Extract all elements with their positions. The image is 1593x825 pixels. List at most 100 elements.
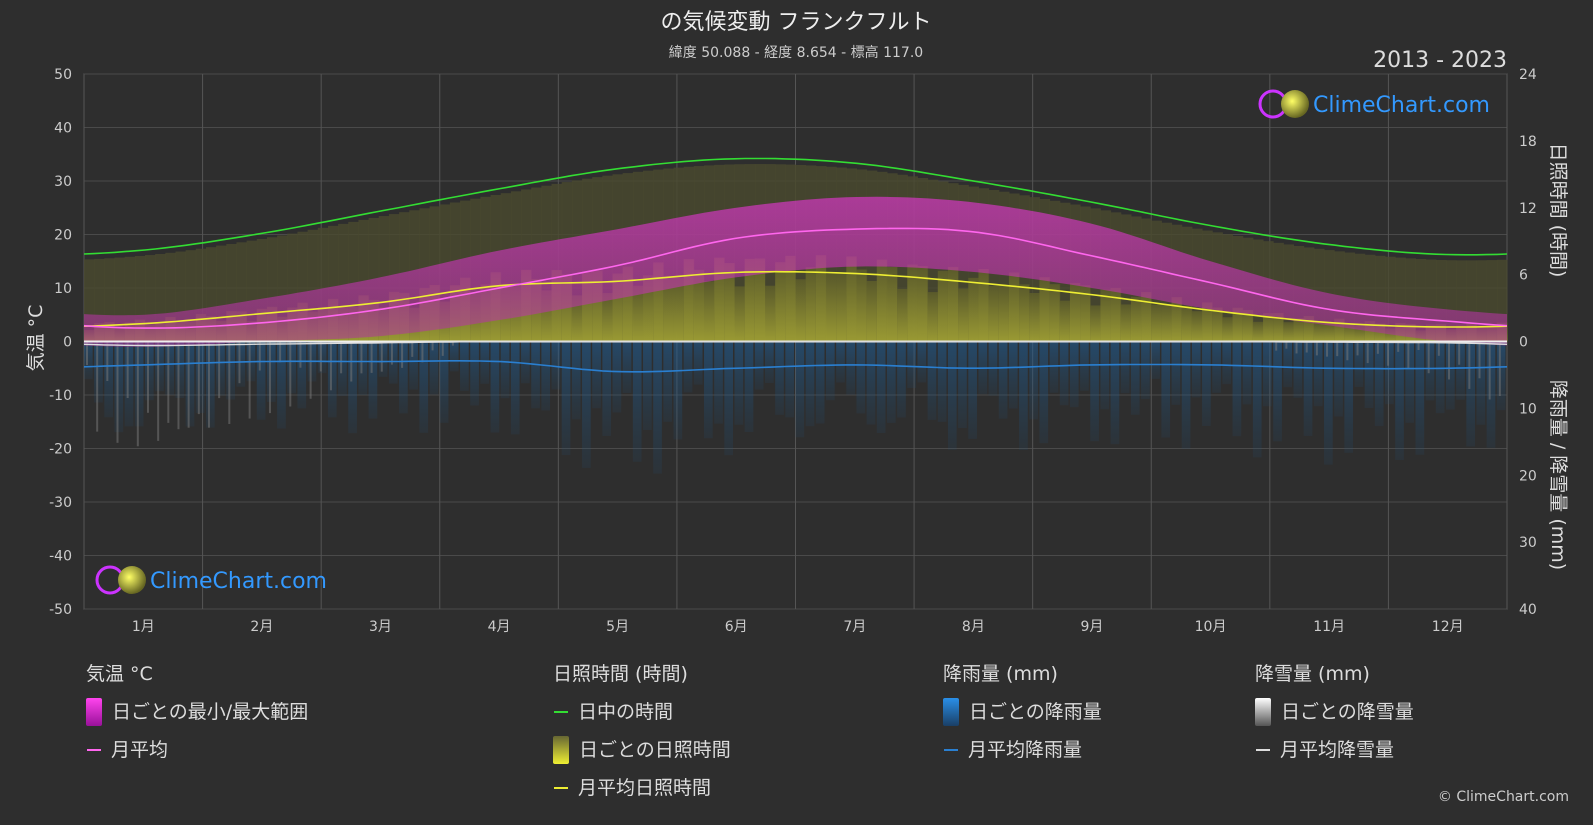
sunshine-bar [734,286,746,342]
y-left-tick: -50 [49,602,72,618]
snow-bar [370,341,373,373]
logo-text-bottom: ClimeChart.com [150,569,327,594]
logo-bottom[interactable]: ClimeChart.com [95,565,327,595]
rain-bar [744,341,754,432]
sunshine-bar [1334,318,1345,342]
rain-bar [1008,341,1018,409]
sunshine-bar [907,264,918,342]
snow-bar [380,341,383,372]
daylight-bar [124,256,136,342]
sunshine-bar [754,258,766,342]
rain-bar [1374,341,1384,427]
rain-bar [1080,341,1089,391]
rain-bar [460,341,469,391]
rain-bar [612,341,622,413]
legend-item-daylight: 日中の時間 [553,698,731,726]
sunshine-bar [815,255,827,342]
snow-bar [411,341,414,357]
sunshine-bar [571,295,583,342]
sunshine-bar [714,257,725,342]
rain-bar [571,341,581,420]
snow-bar [197,341,200,415]
logo-text-top: ClimeChart.com [1313,93,1490,118]
logo-sun-icon [1281,90,1309,118]
snow-bar [340,341,343,374]
daylight-bar [216,245,227,342]
rain-bar [287,341,296,394]
rain-bar [582,341,591,468]
sunshine-bar [632,285,644,342]
daylight-bar [327,225,339,342]
legend-item-daily-snow: 日ごとの降雪量 [1255,698,1414,726]
sunshine-bar [602,293,614,342]
sunshine-bar [1354,325,1366,342]
sunshine-bar [663,277,675,342]
rain-bar [368,341,378,419]
rain-bar [94,341,103,403]
snow-bar [86,341,88,366]
y-left-tick: 0 [63,335,72,351]
rain-bar [1181,341,1191,449]
legend-item-temp-avg: 月平均 [86,736,308,764]
x-tick: 10月 [1195,619,1227,635]
x-tick: 9月 [1080,619,1103,635]
sunshine-bar [1059,300,1071,342]
rain-swatch-icon [943,698,959,726]
rain-bar [815,341,825,424]
rain-bar [947,341,957,450]
sunshine-bar [978,269,990,342]
rain-bar [724,341,734,456]
x-tick: 4月 [488,619,511,635]
rain-bar [114,341,124,433]
rain-bar [490,341,500,433]
daylight-bar [1425,259,1437,342]
sunshine-bar [785,255,796,342]
temp-range-swatch-icon [86,698,102,726]
snow-bar [1295,341,1298,354]
sunshine-bar [643,275,654,342]
sunshine-bar [1212,307,1223,342]
rain-bar [1161,341,1171,438]
sunshine-bar [1293,318,1305,342]
sunshine-bar [825,273,837,342]
rain-bar [124,341,134,427]
daylight-bar [114,257,126,342]
legend-item-sunshine-avg: 月平均日照時間 [553,774,731,802]
logo-top[interactable]: ClimeChart.com [1258,89,1490,119]
snow-bar [279,341,282,363]
rain-bar [998,341,1008,419]
daylight-bar [1466,260,1478,342]
snow-bar [1488,341,1491,400]
snow-bar [248,341,251,419]
legend-rain-title: 降雨量 (mm) [943,663,1058,685]
daylight-bar [266,237,278,342]
snow-bar [289,341,292,407]
daylight-bar [1364,254,1376,342]
daylight-bar [236,242,248,342]
rain-bar [429,341,439,395]
rain-bar [419,341,429,433]
rain-bar [266,341,276,402]
snow-bar [136,341,139,447]
snow-bar [1407,341,1410,369]
sunshine-bar [683,259,695,342]
sunshine-bar [1263,313,1274,342]
rain-bar [510,341,520,435]
y-left-tick: -40 [49,549,72,565]
rain-bar [480,341,490,384]
snow-bar [106,341,109,382]
sunshine-bar [1049,284,1061,342]
rain-bar [673,341,683,440]
sunshine-bar [1191,311,1203,342]
sunshine-bar [1313,322,1325,342]
sunshine-bar [1181,305,1193,342]
rain-bar [897,341,906,418]
legend-label: 日ごとの降雨量 [969,701,1102,723]
sunshine-bar [968,277,979,342]
rain-bar [165,341,174,395]
sunshine-bar [886,266,898,342]
sunshine-bar [836,273,847,342]
sunshine-bar [1039,277,1051,342]
rain-bar [1344,341,1354,453]
rain-bar [134,341,144,427]
